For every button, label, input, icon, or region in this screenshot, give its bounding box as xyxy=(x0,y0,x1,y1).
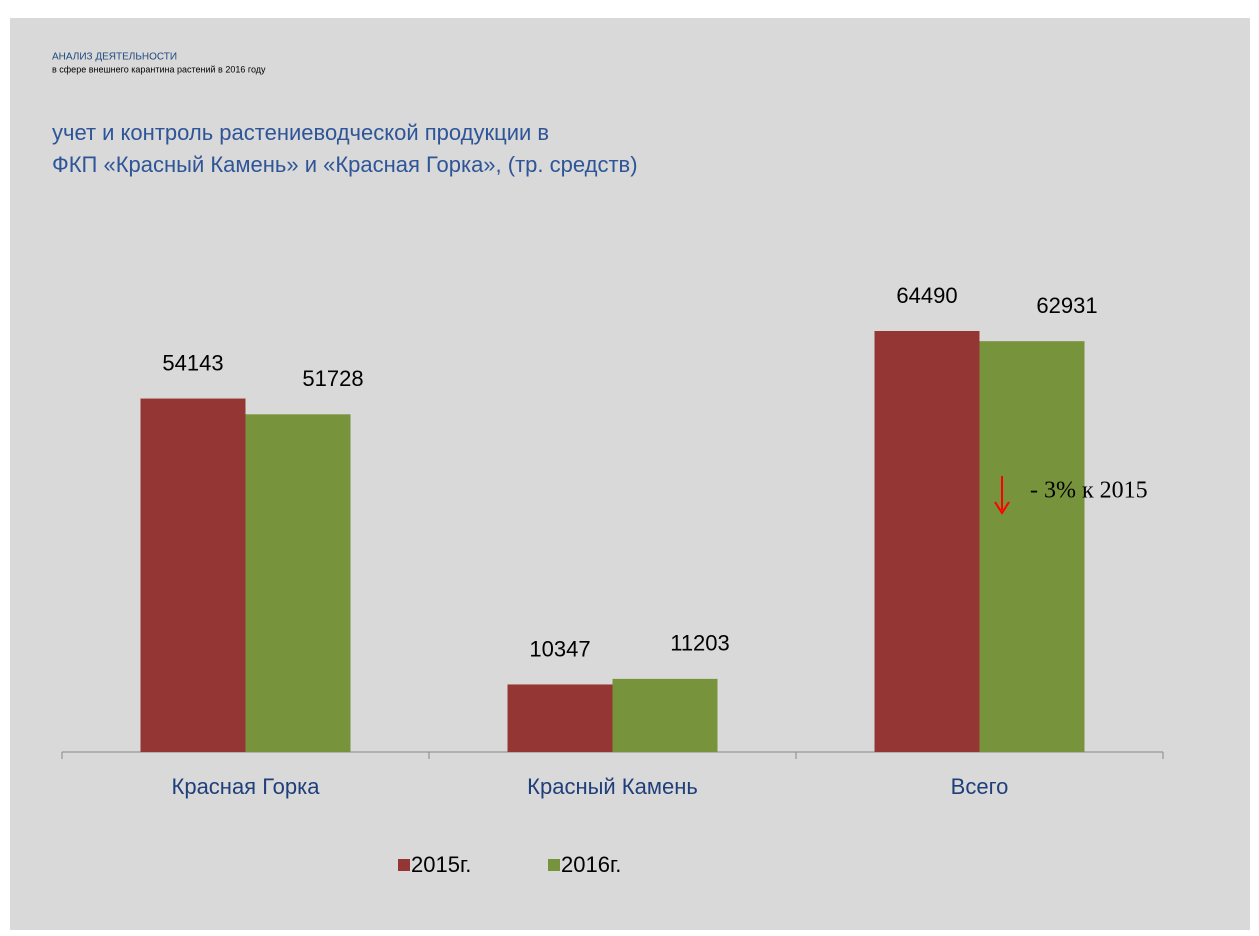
chart-title: учет и контроль растениеводческой продук… xyxy=(52,120,549,145)
annotation-arrowhead xyxy=(994,501,1010,515)
legend-swatch xyxy=(548,859,560,871)
x-tick-label: Красный Камень xyxy=(527,774,698,799)
legend-label: 2016г. xyxy=(561,852,621,877)
bar xyxy=(245,414,351,752)
bar xyxy=(140,398,246,752)
data-label: 10347 xyxy=(529,636,590,661)
legend-swatch xyxy=(398,859,410,871)
subheader: в сфере внешнего карантина растений в 20… xyxy=(52,64,266,74)
legend-label: 2015г. xyxy=(411,852,471,877)
header: АНАЛИЗ ДЕЯТЕЛЬНОСТИ xyxy=(52,52,177,63)
annotation: - 3% к 2015 xyxy=(1030,478,1148,504)
data-label: 51728 xyxy=(302,366,363,391)
bar xyxy=(507,684,613,752)
chart-title: ФКП «Красный Камень» и «Красная Горка», … xyxy=(52,152,638,177)
bar xyxy=(979,341,1085,752)
bar xyxy=(874,331,980,752)
data-label: 64490 xyxy=(896,283,957,308)
data-label: 54143 xyxy=(162,350,223,375)
bar xyxy=(612,678,718,752)
x-tick-label: Красная Горка xyxy=(172,774,321,799)
data-label: 62931 xyxy=(1036,293,1097,318)
x-tick-label: Всего xyxy=(951,774,1009,799)
data-label: 11203 xyxy=(670,631,730,656)
